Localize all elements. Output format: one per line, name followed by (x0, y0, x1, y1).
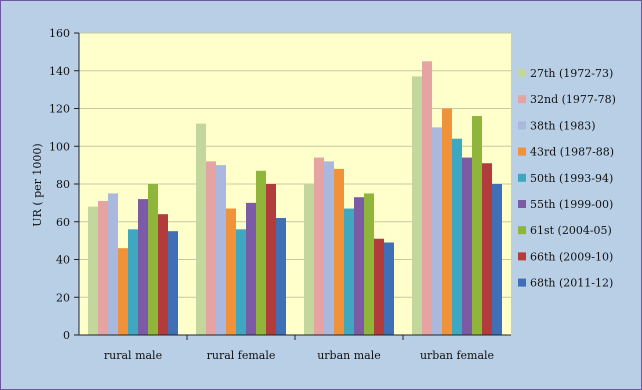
legend-swatch (518, 278, 526, 287)
bar (226, 208, 236, 335)
bar (422, 61, 432, 335)
legend-swatch (518, 173, 526, 182)
y-tick-label: 160 (49, 27, 70, 40)
bar (216, 165, 226, 335)
legend-entry: 66th (2009-10) (530, 250, 613, 263)
legend-entry: 55th (1999-00) (530, 198, 613, 211)
bar (88, 206, 98, 335)
bar (138, 199, 148, 335)
bar (492, 184, 502, 335)
bar (354, 197, 364, 335)
y-tick-label: 120 (49, 103, 70, 116)
legend-entry: 32nd (1977-78) (530, 93, 616, 106)
bar (442, 108, 452, 335)
y-axis-title: UR ( per 1000) (31, 143, 44, 226)
axes (74, 32, 511, 340)
legend-entry: 27th (1972-73) (530, 67, 613, 80)
bar (412, 76, 422, 335)
y-tick-label: 0 (63, 329, 70, 342)
bar (344, 208, 354, 335)
bar (246, 202, 256, 335)
legend-entry: 68th (2011-12) (530, 277, 613, 290)
x-category-label: urban female (420, 349, 494, 362)
bar (374, 238, 384, 335)
legend-swatch (518, 252, 526, 261)
legend-entry: 38th (1983) (530, 119, 596, 132)
y-tick-label: 60 (56, 216, 70, 229)
bar (128, 229, 138, 335)
legend-swatch (518, 69, 526, 77)
bar (276, 217, 286, 335)
bar (482, 163, 492, 335)
legend-entry: 43rd (1987-88) (530, 146, 614, 159)
legend-swatch (518, 95, 526, 104)
x-category-label: rural female (207, 349, 276, 362)
legend-swatch (518, 200, 526, 208)
bar (168, 231, 178, 335)
bar (98, 200, 108, 335)
x-category-label: urban male (317, 349, 381, 362)
bar (432, 127, 442, 335)
bar (108, 193, 118, 335)
legend-entry: 50th (1993-94) (530, 172, 613, 185)
bar (364, 193, 374, 335)
bar (206, 161, 216, 335)
bar (256, 170, 266, 335)
bar (334, 168, 344, 335)
bar (324, 161, 334, 335)
x-category-label: rural male (104, 349, 162, 362)
legend-entry: 61st (2004-05) (530, 224, 612, 237)
bar (462, 157, 472, 335)
bars (88, 61, 502, 335)
y-tick-label: 20 (56, 291, 70, 304)
bar (158, 214, 168, 335)
legend-swatch (518, 147, 526, 156)
bar (196, 123, 206, 335)
bar (236, 229, 246, 335)
bar (384, 242, 394, 335)
y-tick-label: 140 (49, 65, 70, 78)
bar (452, 138, 462, 335)
bar (266, 184, 276, 335)
bar (148, 184, 158, 335)
y-tick-labels: 0 20 40 60 80 100 120 140 160 (49, 27, 70, 342)
y-tick-label: 100 (49, 140, 70, 153)
y-tick-label: 80 (56, 178, 70, 191)
bar (472, 116, 482, 335)
legend-swatch (518, 121, 526, 130)
y-tick-label: 40 (56, 254, 70, 267)
bar (304, 184, 314, 335)
bar (118, 248, 128, 335)
legend: 27th (1972-73) 32nd (1977-78) 38th (1983) 4… (518, 67, 616, 290)
x-category-labels: rural male rural female urban male urban fe… (104, 349, 494, 362)
legend-swatch (518, 226, 526, 235)
bar (314, 157, 324, 335)
